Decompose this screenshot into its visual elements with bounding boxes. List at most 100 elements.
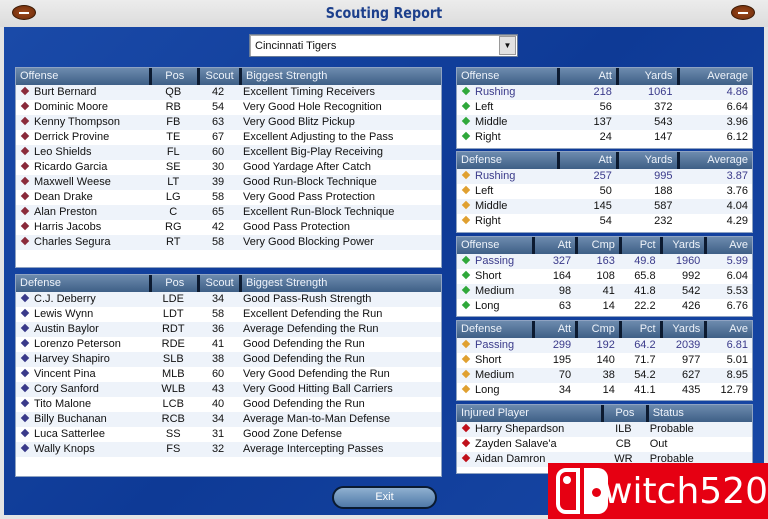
title-bar: Scouting Report	[0, 0, 768, 27]
table-row[interactable]: Cory Sanford WLB 43 Very Good Hitting Ball …	[16, 382, 441, 397]
column-header[interactable]: Yards	[615, 68, 677, 85]
cell: MLB	[161, 368, 185, 380]
cell: 163	[596, 255, 615, 267]
table-row[interactable]: Right 24 147 6.12	[457, 130, 752, 145]
table-row[interactable]: Lorenzo Peterson RDE 41 Good Defending the …	[16, 337, 441, 352]
column-header[interactable]: Average	[676, 68, 752, 85]
table-row[interactable]: Left 56 372 6.64	[457, 100, 752, 115]
column-header[interactable]: Defense	[461, 154, 502, 166]
column-header[interactable]: Att	[532, 237, 575, 254]
column-header[interactable]: Yards	[659, 237, 705, 254]
table-row[interactable]: Aidan Damron WR Probable	[457, 452, 752, 467]
diamond-bullet-icon	[461, 453, 471, 463]
table-row[interactable]: Austin Baylor RDT 36 Average Defending the …	[16, 322, 441, 337]
column-header[interactable]: Pos	[149, 68, 197, 85]
table-row[interactable]: Lewis Wynn LDT 58 Excellent Defending the R…	[16, 307, 441, 322]
column-header[interactable]: Yards	[659, 321, 705, 338]
column-header[interactable]: Scout	[197, 275, 239, 292]
column-header[interactable]: Att	[532, 321, 575, 338]
cell: 71.7	[634, 354, 656, 366]
table-row[interactable]: Maxwell Weese LT 39 Good Run-Block Techniqu…	[16, 175, 441, 190]
table-row[interactable]: Medium 70 38 54.2 627 8.95	[457, 368, 752, 383]
column-header[interactable]: Att	[557, 152, 616, 169]
table-row[interactable]: Medium 98 41 41.8 542 5.53	[457, 284, 752, 299]
table-row[interactable]: Zayden Salave'a CB Out	[457, 437, 752, 452]
cell: LDE	[162, 293, 184, 305]
column-header[interactable]: Pos	[600, 405, 646, 422]
cell: Good Yardage After Catch	[242, 161, 371, 173]
column-header[interactable]: Biggest Strength	[239, 275, 441, 292]
column-header[interactable]: Defense	[461, 323, 502, 335]
cell: 192	[596, 339, 615, 351]
cell: 627	[681, 369, 701, 381]
table-row[interactable]: Long 34 14 41.1 435 12.79	[457, 383, 752, 398]
table-row[interactable]: Ricardo Garcia SE 30 Good Yardage After Cat…	[16, 160, 441, 175]
table-row[interactable]: Charles Segura RT 58 Very Good Blocking Pow…	[16, 235, 441, 250]
row-label: Short	[457, 269, 532, 284]
table-row[interactable]: Kenny Thompson FB 63 Very Good Blitz Pickup	[16, 115, 441, 130]
table-row[interactable]: Vincent Pina MLB 60 Very Good Defending the…	[16, 367, 441, 382]
table-row[interactable]: Short 164 108 65.8 992 6.04	[457, 269, 752, 284]
table-row[interactable]: Harvey Shapiro SLB 38 Good Defending the Ru…	[16, 352, 441, 367]
row-label-text: Right	[475, 131, 501, 143]
column-header[interactable]: Ave	[704, 321, 752, 338]
column-header[interactable]: Pos	[149, 275, 197, 292]
column-header[interactable]: Cmp	[575, 237, 619, 254]
column-header[interactable]: Offense	[20, 70, 59, 82]
column-header[interactable]: Average	[676, 152, 752, 169]
table-row[interactable]: Derrick Provine TE 67 Excellent Adjusting t…	[16, 130, 441, 145]
table-row[interactable]: Dean Drake LG 58 Very Good Pass Protection	[16, 190, 441, 205]
row-label: Cory Sanford	[16, 382, 149, 397]
column-header[interactable]: Defense	[20, 277, 61, 289]
cell: 36	[211, 323, 225, 335]
cell: 54	[599, 215, 612, 227]
table-row[interactable]: Rushing 218 1061 4.86	[457, 85, 752, 100]
table-row[interactable]: Leo Shields FL 60 Excellent Big-Play Receiv…	[16, 145, 441, 160]
table-row[interactable]: Passing 299 192 64.2 2039 6.81	[457, 338, 752, 353]
cell: 41.8	[634, 285, 656, 297]
table-row[interactable]: Alan Preston C 65 Excellent Run-Block Techn…	[16, 205, 441, 220]
table-row[interactable]: Long 63 14 22.2 426 6.76	[457, 299, 752, 314]
table-row[interactable]: Tito Malone LCB 40 Good Defending the Run	[16, 397, 441, 412]
table-row[interactable]: Harris Jacobs RG 42 Good Pass Protection	[16, 220, 441, 235]
column-header[interactable]: Ave	[704, 237, 752, 254]
row-label: Ricardo Garcia	[16, 160, 149, 175]
row-label: Harry Shepardson	[457, 422, 601, 437]
cell: SS	[165, 428, 181, 440]
table-row[interactable]: Right 54 232 4.29	[457, 214, 752, 229]
table-row[interactable]: Dominic Moore RB 54 Very Good Hole Recognit…	[16, 100, 441, 115]
column-header[interactable]: Biggest Strength	[239, 68, 441, 85]
table-row[interactable]: Harry Shepardson ILB Probable	[457, 422, 752, 437]
column-header[interactable]: Injured Player	[461, 407, 529, 419]
column-header[interactable]: Pct	[618, 321, 660, 338]
table-row[interactable]: Billy Buchanan RCB 34 Average Man-to-Man De…	[16, 412, 441, 427]
table-row[interactable]: Burt Bernard QB 42 Excellent Timing Receive…	[16, 85, 441, 100]
table-row[interactable]: Short 195 140 71.7 977 5.01	[457, 353, 752, 368]
column-header[interactable]: Pct	[618, 237, 660, 254]
column-header[interactable]: Scout	[197, 68, 239, 85]
table-row[interactable]: Rushing 257 995 3.87	[457, 169, 752, 184]
column-header[interactable]: Offense	[461, 239, 500, 251]
chevron-down-icon[interactable]: ▼	[499, 36, 516, 55]
column-header[interactable]: Cmp	[575, 321, 619, 338]
table-row[interactable]: Passing 327 163 49.8 1960 5.99	[457, 254, 752, 269]
table-row[interactable]: Middle 145 587 4.04	[457, 199, 752, 214]
diamond-bullet-icon	[20, 308, 30, 318]
column-header[interactable]: Att	[557, 68, 616, 85]
offense-passing-table: Offense Att Cmp Pct Yards Ave Passing 327 163 49.…	[456, 236, 753, 317]
team-select[interactable]: Cincinnati Tigers ▼	[249, 34, 518, 57]
table-row[interactable]: Left 50 188 3.76	[457, 184, 752, 199]
cell: 195	[552, 354, 572, 366]
column-header[interactable]: Yards	[615, 152, 677, 169]
cell: 6.12	[726, 131, 748, 143]
table-row[interactable]: Middle 137 543 3.96	[457, 115, 752, 130]
table-row[interactable]: Luca Satterlee SS 31 Good Zone Defense	[16, 427, 441, 442]
column-header[interactable]: Status	[645, 405, 752, 422]
column-header[interactable]: Offense	[461, 70, 500, 82]
diamond-bullet-icon	[20, 236, 30, 246]
exit-button[interactable]: Exit	[332, 486, 437, 509]
row-label-text: Charles Segura	[34, 236, 111, 248]
table-row[interactable]: C.J. Deberry LDE 34 Good Pass-Rush Strength	[16, 292, 441, 307]
cell: 22.2	[634, 300, 656, 312]
table-row[interactable]: Wally Knops FS 32 Average Intercepting Pass…	[16, 442, 441, 457]
